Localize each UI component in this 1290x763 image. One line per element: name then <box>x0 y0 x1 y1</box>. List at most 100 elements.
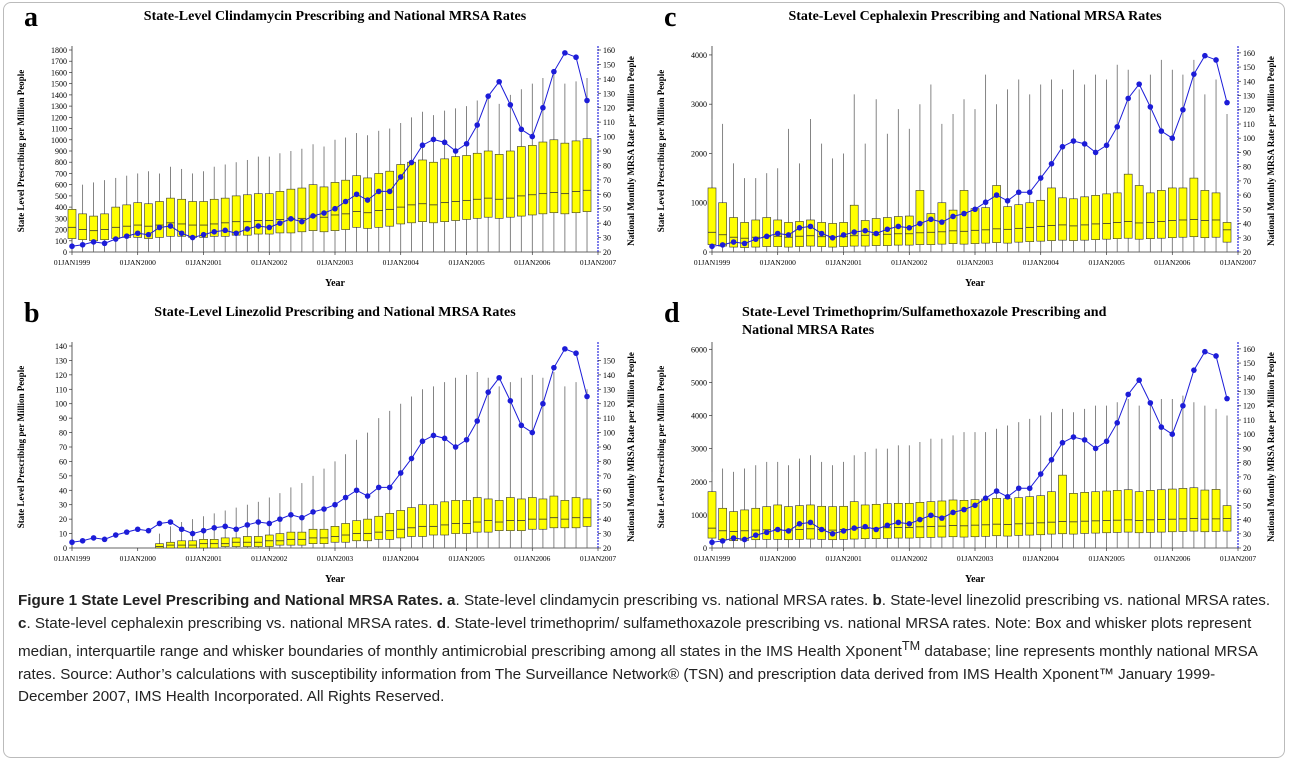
rate-point <box>332 205 338 212</box>
box <box>352 520 361 542</box>
box <box>100 213 109 240</box>
rate-point <box>1103 142 1110 149</box>
y2-tick-label: 80 <box>603 457 611 466</box>
rate-point <box>277 220 283 226</box>
rate-point <box>288 216 294 222</box>
rate-point <box>1004 493 1011 500</box>
rate-point <box>840 528 847 534</box>
x-tick-label: 01JAN2005 <box>448 554 485 563</box>
rate-point <box>1202 348 1208 355</box>
rate-point <box>244 226 251 232</box>
box <box>1189 487 1199 532</box>
x-tick-label: 01JAN2006 <box>1154 258 1191 267</box>
rate-point <box>474 122 481 128</box>
box <box>297 531 307 546</box>
x-tick-label: 01JAN1999 <box>54 258 91 267</box>
rate-point <box>288 512 294 518</box>
y-axis-label: State Level Prescribing per Million Peop… <box>656 366 666 528</box>
y2-axis-label: National Monthly MRSA Rate per Million P… <box>1266 56 1276 246</box>
x-tick-label: 01JAN2007 <box>1220 554 1257 563</box>
rate-point <box>719 242 726 248</box>
rate-point <box>1169 135 1176 141</box>
x-tick-label: 01JAN2004 <box>1023 258 1060 267</box>
box <box>806 219 815 247</box>
caption-label: b <box>872 592 882 609</box>
x-tick-label: 01JAN1999 <box>694 258 731 267</box>
rate-point <box>375 188 382 195</box>
rate-point <box>709 243 715 250</box>
rate-point <box>851 525 858 531</box>
rate-point <box>1191 71 1197 77</box>
rate-point <box>463 436 470 443</box>
box <box>784 506 793 541</box>
y2-tick-label: 160 <box>1243 345 1255 354</box>
box <box>144 203 153 239</box>
rate-point <box>101 240 108 247</box>
box <box>231 195 241 236</box>
box <box>407 507 416 537</box>
box <box>1211 192 1221 238</box>
y-tick-label: 60 <box>59 457 67 466</box>
rate-point <box>1136 377 1142 383</box>
x-tick-label: 01JAN1999 <box>694 554 731 563</box>
y-tick-label: 50 <box>59 472 67 481</box>
rate-point <box>79 241 86 248</box>
box <box>1069 198 1078 241</box>
rate-point <box>1213 353 1219 359</box>
box <box>254 193 263 235</box>
rate-point <box>233 230 239 237</box>
rate-point <box>785 528 792 534</box>
y2-tick-label: 110 <box>603 118 615 127</box>
caption-title: Figure 1 State Level Prescribing and Nat… <box>18 592 443 609</box>
rate-point <box>90 239 97 245</box>
rate-point <box>540 104 546 111</box>
box <box>817 505 826 540</box>
box <box>1134 185 1144 240</box>
caption-label: a <box>447 592 456 609</box>
box <box>111 206 121 239</box>
chart-grid: a State-Level Clindamycin Prescribing and… <box>16 2 1276 585</box>
x-tick-label: 01JAN2002 <box>251 258 288 267</box>
y-tick-label: 500 <box>55 192 67 201</box>
rate-point <box>441 435 448 442</box>
box <box>904 502 914 539</box>
rate-point <box>112 236 119 242</box>
box <box>1112 490 1122 533</box>
box <box>308 528 318 544</box>
x-tick-label: 01JAN2006 <box>514 258 551 267</box>
box <box>1102 193 1111 240</box>
box <box>286 188 296 234</box>
y-tick-label: 0 <box>703 544 707 553</box>
box <box>538 141 548 215</box>
y2-tick-label: 40 <box>1243 516 1251 525</box>
box <box>549 139 559 214</box>
rate-point <box>763 233 770 240</box>
caption-note: database; line represents monthly nation… <box>18 643 1258 706</box>
y2-tick-label: 90 <box>1243 148 1251 157</box>
box <box>209 198 219 237</box>
y2-tick-label: 20 <box>1243 544 1251 553</box>
rate-point <box>518 422 525 429</box>
box <box>188 540 197 549</box>
x-tick-label: 01JAN2007 <box>1220 258 1257 267</box>
box <box>396 510 406 539</box>
y-tick-label: 100 <box>55 237 67 246</box>
box <box>582 138 592 212</box>
y2-tick-label: 30 <box>1243 530 1251 539</box>
box <box>494 154 504 219</box>
rate-point <box>972 502 978 509</box>
rate-point <box>485 93 491 99</box>
y-tick-label: 70 <box>59 443 67 452</box>
rate-point <box>1015 189 1022 196</box>
rate-point <box>895 223 902 230</box>
box <box>396 164 406 225</box>
y2-tick-label: 130 <box>1243 388 1255 397</box>
box <box>926 501 936 538</box>
chart-title: State-Level Trimethoprim/Sulfamethoxazol… <box>742 305 1107 320</box>
y2-tick-label: 20 <box>1243 248 1251 257</box>
box <box>341 179 350 230</box>
rate-point <box>906 521 913 527</box>
rate-point <box>709 539 715 546</box>
rate-point <box>1114 420 1121 426</box>
rate-point <box>730 535 737 541</box>
